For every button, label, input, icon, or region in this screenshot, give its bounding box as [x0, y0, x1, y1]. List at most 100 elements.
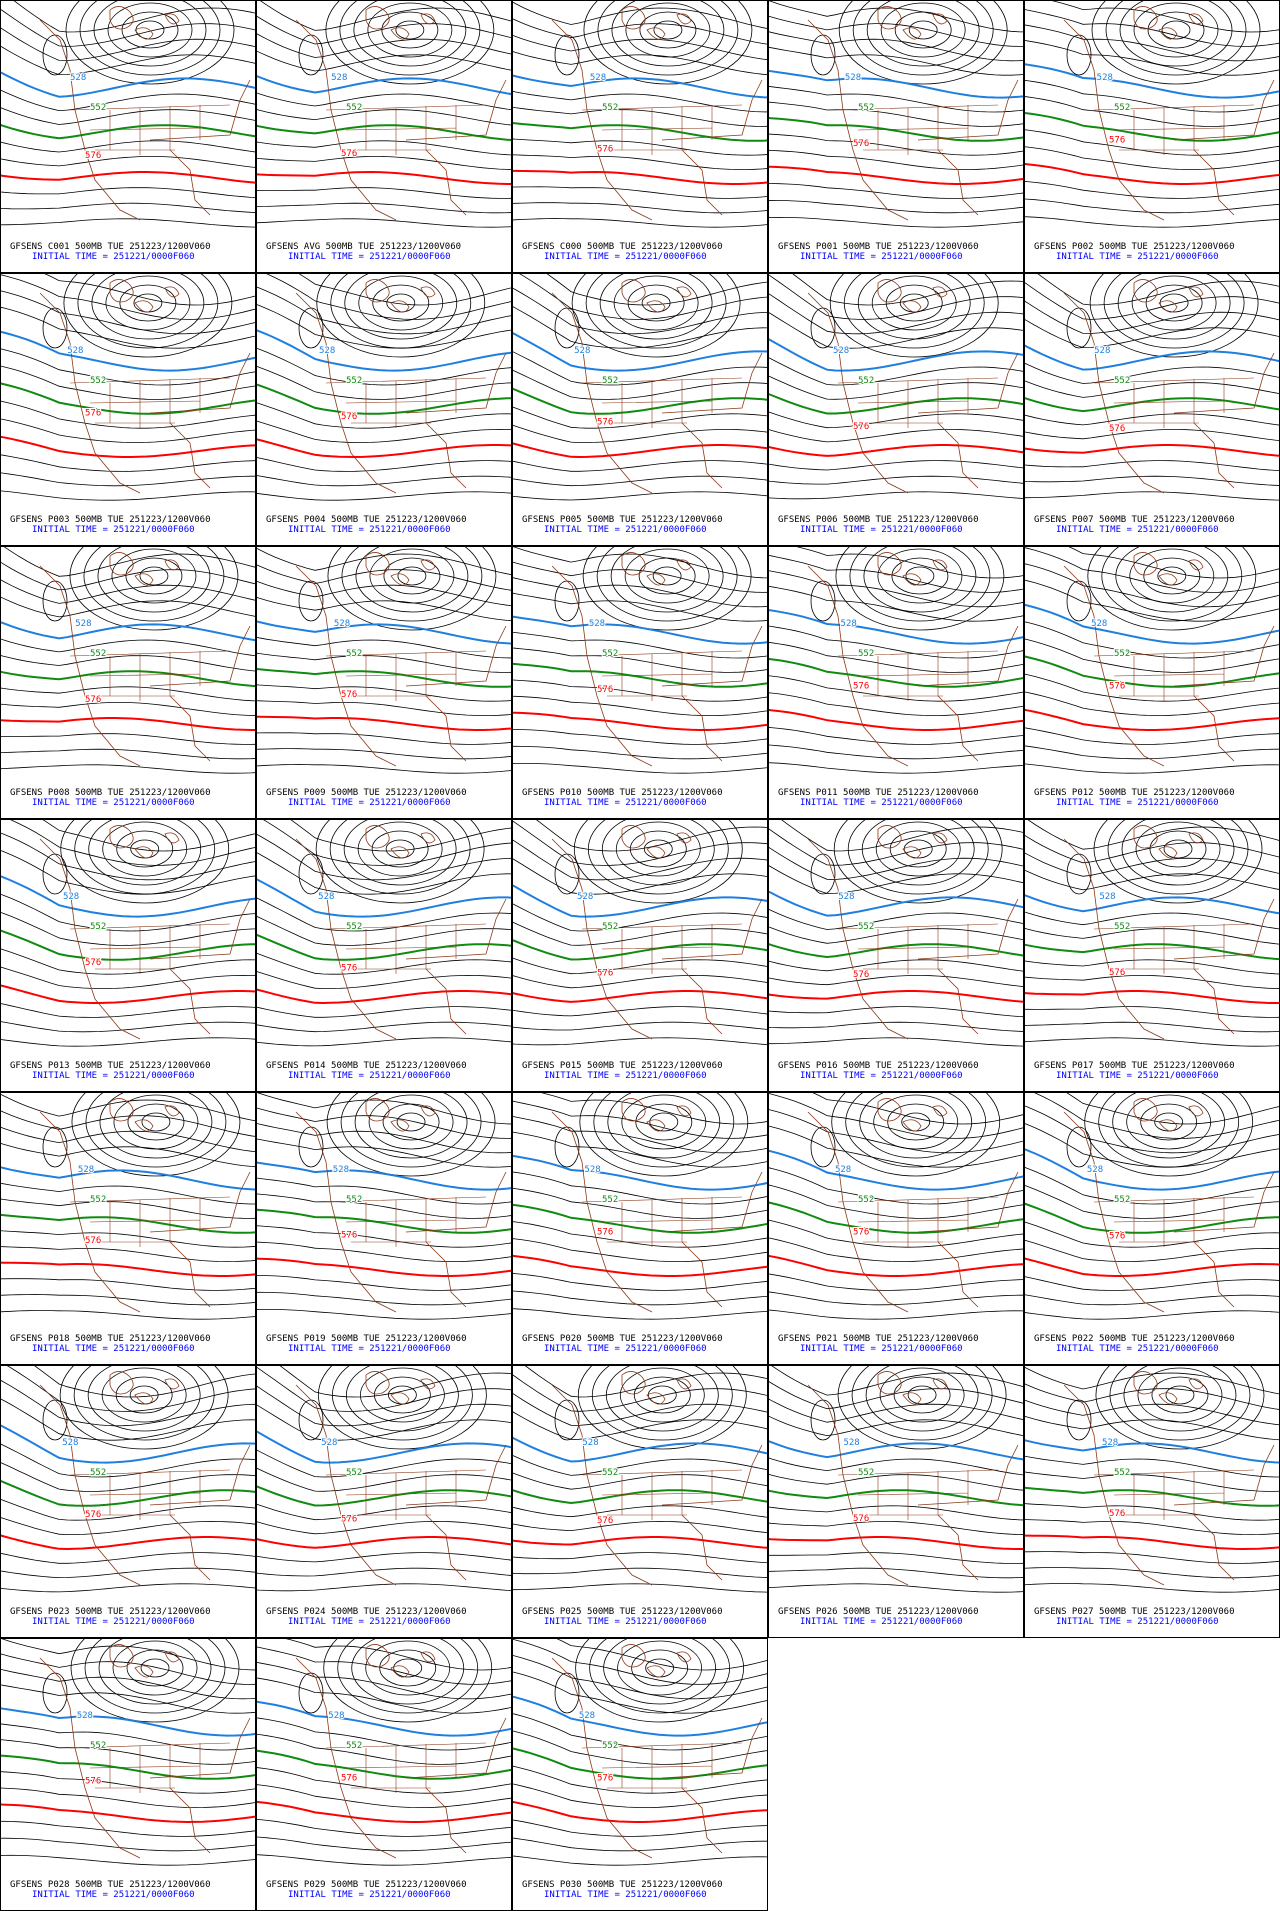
contour-line	[1, 702, 255, 716]
contour-line	[513, 1639, 767, 1685]
contour-line	[1025, 1037, 1279, 1047]
contour-line	[1025, 460, 1279, 472]
contour-line	[513, 1783, 767, 1809]
contour-line	[1025, 198, 1279, 214]
panel-init-time: INITIAL TIME = 251221/0000F060	[800, 798, 963, 808]
map-area: 528 552 576	[1, 820, 255, 1047]
contour-ring	[613, 275, 699, 331]
panel-init-time: INITIAL TIME = 251221/0000F060	[32, 252, 195, 262]
contour-label: 552	[1114, 922, 1130, 932]
coastline	[1063, 565, 1275, 767]
contour-line	[769, 1, 1023, 33]
contour-line	[257, 833, 511, 881]
contour-label: 528	[589, 619, 605, 629]
contour-line	[792, 274, 1023, 306]
contour-ring	[593, 1093, 735, 1168]
contour-ring	[329, 820, 471, 895]
contour-line	[771, 1366, 1023, 1396]
contour-line	[769, 1219, 1023, 1248]
contour-ring	[326, 1093, 496, 1177]
contour-line	[513, 1671, 767, 1714]
contour-line	[513, 1567, 767, 1578]
contour-line	[257, 218, 511, 228]
arctic-islands	[365, 552, 436, 586]
contour-ring	[583, 1, 753, 85]
contour-ring	[1087, 547, 1257, 631]
panel-title: GFSENS P030 500MB TUE 251223/1200V060	[522, 1880, 722, 1890]
contour-ring	[101, 1367, 187, 1423]
borders	[69, 650, 231, 701]
arctic-islands	[365, 6, 436, 40]
contour-ring	[1140, 1103, 1198, 1141]
borders	[581, 923, 743, 974]
contour-ring	[871, 275, 957, 331]
contour-label: 576	[1109, 424, 1125, 434]
coastline	[1063, 1384, 1275, 1586]
contour-line	[257, 1449, 511, 1478]
contour-label: 552	[858, 376, 874, 386]
contour-line	[1, 1517, 255, 1535]
contour-label: 528	[579, 1711, 595, 1721]
contour-line	[769, 1398, 1023, 1423]
contour-line	[769, 460, 1023, 471]
contour-line	[1, 472, 255, 487]
contour-line	[513, 1100, 767, 1139]
arctic-islands	[109, 825, 180, 859]
map-panel: 528 552 576 GFSENS P008 500MB TUE 251223/12…	[0, 546, 256, 819]
contour-ring	[905, 566, 935, 586]
map-area: 528 552 576	[513, 1, 767, 228]
contour-line	[257, 92, 511, 111]
map-panel: 528 552 576 GFSENS P001 500MB TUE 251223/12…	[768, 0, 1024, 273]
contour-line	[1, 850, 255, 895]
arctic-islands	[877, 279, 948, 313]
contour-ring	[891, 557, 949, 595]
panel-title: GFSENS P026 500MB TUE 251223/1200V060	[778, 1607, 978, 1617]
contour-line	[257, 1309, 511, 1320]
contour-ring	[865, 1366, 979, 1432]
panel-init-time: INITIAL TIME = 251221/0000F060	[544, 1344, 707, 1354]
contour-line	[1025, 24, 1279, 62]
contour-label: 552	[858, 103, 874, 113]
highlight-contour	[513, 884, 767, 918]
contour-line	[513, 577, 767, 608]
contour-ring	[879, 1367, 965, 1423]
contour-line	[1025, 79, 1279, 113]
borders	[581, 1469, 743, 1520]
coastline	[295, 565, 507, 767]
contour-line	[1025, 1239, 1279, 1262]
highlight-contour	[1025, 603, 1279, 645]
highlight-contour	[1025, 1257, 1279, 1277]
contour-ring	[633, 1376, 691, 1414]
contour-ring	[908, 20, 938, 40]
contour-line	[769, 846, 1023, 880]
map-panel: 528 552 576 GFSENS P009 500MB TUE 251223/12…	[256, 546, 512, 819]
highlight-contour	[1025, 655, 1279, 688]
contour-line	[1025, 362, 1279, 384]
panel-title: GFSENS P006 500MB TUE 251223/1200V060	[778, 515, 978, 525]
contour-line	[257, 952, 511, 975]
borders	[837, 104, 999, 155]
contour-ring	[615, 821, 701, 877]
contour-line	[769, 909, 1023, 930]
highlight-contour	[257, 124, 511, 142]
contour-label: 576	[85, 1236, 101, 1246]
contour-line	[257, 140, 511, 156]
contour-label: 528	[77, 1711, 93, 1721]
contour-line	[1, 1398, 255, 1441]
contour-line	[1, 1182, 255, 1205]
contour-line	[513, 1221, 767, 1248]
contour-ring	[575, 1639, 744, 1723]
map-panel: 528 552 576 GFSENS P005 500MB TUE 251223/12…	[512, 273, 768, 546]
contour-line	[513, 154, 767, 170]
panel-title: GFSENS P011 500MB TUE 251223/1200V060	[778, 788, 978, 798]
contour-line	[257, 1784, 511, 1809]
highlight-contour	[1025, 63, 1279, 99]
contour-line	[769, 926, 1023, 944]
panel-border	[512, 0, 768, 273]
contour-label: 576	[597, 685, 613, 695]
contour-line	[1, 306, 255, 349]
contour-line	[1025, 413, 1279, 426]
contour-ring	[395, 20, 425, 40]
panel-init-time: INITIAL TIME = 251221/0000F060	[32, 1344, 195, 1354]
contour-ring	[851, 1366, 993, 1441]
